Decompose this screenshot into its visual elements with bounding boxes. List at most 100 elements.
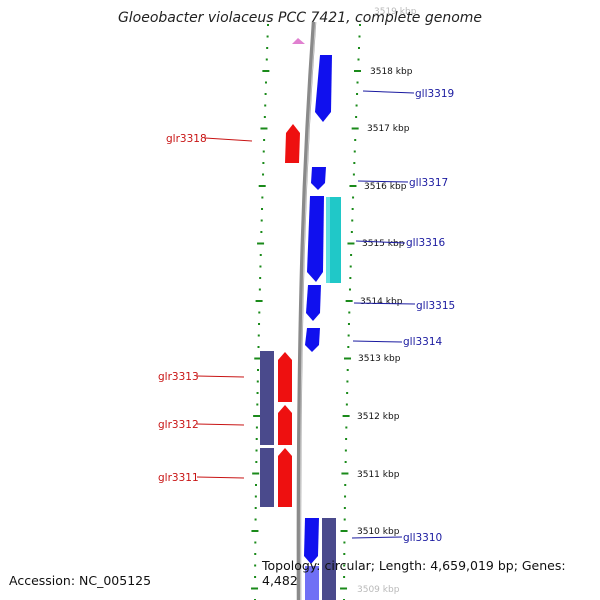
label-line-glr3312: [196, 423, 245, 426]
gene-gll3310[interactable]: [304, 518, 319, 564]
gene-label-glr3318: glr3318: [166, 133, 207, 145]
ruler-minor-tick: [264, 81, 267, 84]
ruler-minor-tick: [359, 24, 361, 26]
genome-backbone-highlight: [299, 21, 316, 600]
ruler-minor-tick: [254, 553, 257, 555]
ruler-minor-tick: [260, 219, 263, 222]
ruler-minor-tick: [350, 254, 353, 256]
label-line-glr3311: [196, 476, 245, 479]
kbp-label: 3517 kbp: [367, 124, 410, 134]
ruler-minor-tick: [349, 277, 352, 279]
ruler-major-tick: [255, 300, 263, 302]
gene-glr3311[interactable]: [278, 448, 292, 507]
ruler-minor-tick: [257, 334, 260, 337]
ruler-minor-tick: [254, 541, 257, 544]
purple-feature: [260, 448, 274, 507]
gene-gll3316[interactable]: [307, 196, 324, 282]
ruler-major-tick: [342, 415, 350, 417]
gene-gll3319[interactable]: [315, 55, 332, 122]
ruler-minor-tick: [343, 541, 346, 544]
ruler-major-tick: [347, 242, 355, 245]
ruler-minor-tick: [346, 392, 349, 394]
gene-gll3315[interactable]: [306, 285, 321, 321]
ruler-minor-tick: [351, 208, 354, 210]
ruler-major-tick: [354, 70, 362, 72]
kbp-label: 3512 kbp: [357, 412, 400, 422]
ruler-minor-tick: [254, 507, 257, 509]
ruler-major-tick: [351, 127, 359, 130]
marker-triangle: [292, 38, 305, 44]
ruler-minor-tick: [259, 277, 262, 279]
ruler-minor-tick: [255, 438, 258, 440]
ruler-minor-tick: [349, 265, 352, 268]
ruler-minor-tick: [350, 231, 353, 233]
ruler-major-tick: [340, 530, 348, 532]
ruler-minor-tick: [255, 449, 258, 452]
ruler-major-tick: [257, 242, 265, 245]
kbp-label: 3519 kbp: [374, 7, 417, 17]
ruler-minor-tick: [358, 35, 361, 38]
gene-label-gll3310: gll3310: [403, 532, 442, 544]
kbp-label: 3518 kbp: [370, 67, 413, 77]
ruler-minor-tick: [345, 438, 348, 440]
gene-gll3317[interactable]: [311, 167, 326, 190]
ruler-minor-tick: [345, 426, 348, 429]
ruler-minor-tick: [353, 150, 356, 153]
ruler-minor-tick: [346, 369, 349, 371]
ruler-minor-tick: [354, 139, 357, 141]
gene-fragment: [305, 566, 319, 600]
ruler-minor-tick: [343, 564, 346, 567]
gene-label-gll3316: gll3316: [406, 237, 446, 249]
gene-label-gll3317: gll3317: [409, 177, 448, 189]
ruler-minor-tick: [255, 461, 258, 463]
ruler-minor-tick: [344, 461, 347, 463]
gene-gll3314[interactable]: [305, 328, 320, 352]
ruler-minor-tick: [344, 449, 347, 452]
ruler-minor-tick: [357, 47, 360, 49]
ruler-minor-tick: [355, 116, 358, 118]
kbp-label: 3516 kbp: [364, 182, 407, 192]
left-ruler: [251, 24, 270, 600]
ruler-major-tick: [345, 300, 353, 302]
ruler-minor-tick: [353, 162, 356, 164]
ruler-major-tick: [344, 357, 352, 360]
right-ruler: [340, 24, 362, 600]
ruler-minor-tick: [256, 380, 259, 383]
gene-glr3313[interactable]: [278, 352, 292, 402]
ruler-major-tick: [262, 70, 270, 72]
ruler-minor-tick: [257, 346, 260, 348]
label-line-glr3313: [196, 375, 245, 378]
ruler-minor-tick: [256, 403, 259, 406]
ruler-minor-tick: [254, 495, 257, 498]
ruler-minor-tick: [347, 323, 350, 325]
ruler-minor-tick: [343, 553, 346, 555]
gene-label-gll3315: gll3315: [416, 300, 455, 312]
ruler-minor-tick: [254, 576, 257, 578]
ruler-minor-tick: [266, 47, 269, 49]
ruler-minor-tick: [254, 564, 257, 567]
gene-glr3318[interactable]: [285, 124, 300, 163]
ruler-minor-tick: [356, 93, 359, 95]
purple-feature: [322, 518, 336, 600]
ruler-minor-tick: [263, 139, 266, 141]
ruler-minor-tick: [267, 24, 269, 26]
ruler-minor-tick: [264, 104, 267, 107]
ruler-minor-tick: [346, 380, 349, 383]
diagram-title: Gloeobacter violaceus PCC 7421, complete…: [117, 10, 483, 26]
ruler-minor-tick: [254, 518, 257, 521]
label-line-gll3319: [362, 90, 415, 94]
ruler-minor-tick: [259, 265, 262, 268]
ruler-minor-tick: [351, 219, 354, 222]
ruler-minor-tick: [258, 323, 261, 325]
label-line-gll3314: [352, 340, 403, 343]
gene-label-glr3312: glr3312: [158, 419, 199, 431]
gene-glr3312[interactable]: [278, 405, 292, 445]
ruler-minor-tick: [263, 116, 266, 118]
ruler-minor-tick: [347, 346, 350, 348]
ruler-minor-tick: [255, 484, 258, 486]
ruler-minor-tick: [356, 81, 359, 84]
label-line-gll3310: [351, 536, 403, 539]
ruler-minor-tick: [343, 507, 346, 509]
ruler-minor-tick: [348, 288, 351, 291]
ruler-major-tick: [260, 127, 268, 130]
